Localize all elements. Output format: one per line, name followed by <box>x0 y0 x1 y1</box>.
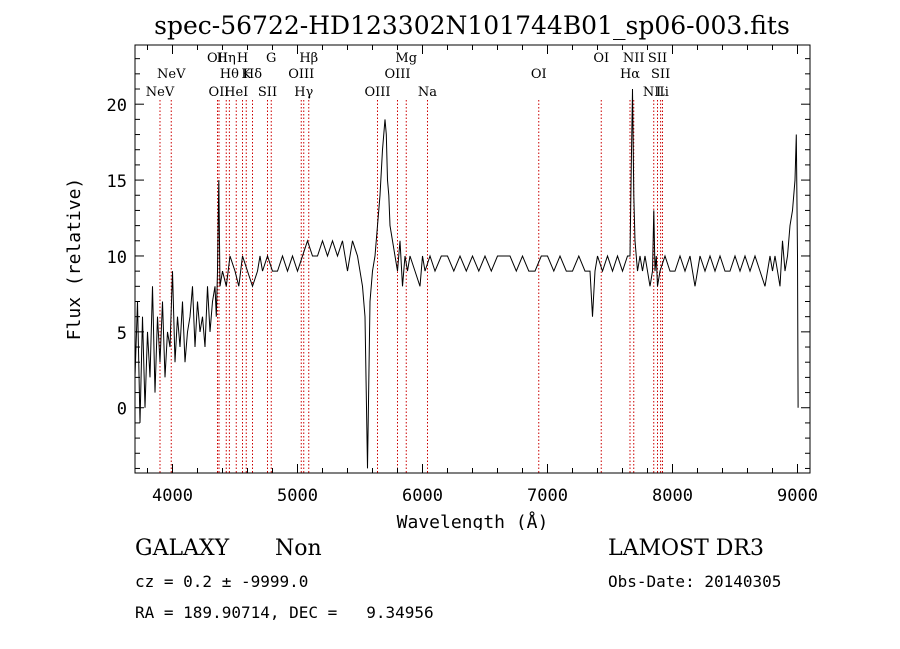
chart-title: spec-56722-HD123302N101744B01_sp06-003.f… <box>154 11 790 40</box>
line-marker-label: SII <box>651 67 670 82</box>
x-tick-label: 6000 <box>402 486 443 506</box>
line-marker-label: SII <box>258 85 277 100</box>
y-tick-label: 10 <box>107 248 127 268</box>
spectrum-chart: spec-56722-HD123302N101744B01_sp06-003.f… <box>64 11 818 530</box>
line-marker-label: NII <box>623 51 645 66</box>
line-marker-label: H <box>237 51 248 66</box>
redshift-line: cz = 0.2 ± -9999.0 <box>135 572 309 591</box>
line-marker-label: Hθ <box>220 67 239 82</box>
line-marker-label: Hα <box>620 67 640 82</box>
line-marker-label: Hδ <box>243 67 262 82</box>
x-tick-label: 9000 <box>777 486 818 506</box>
observation-date: Obs-Date: 20140305 <box>608 572 782 591</box>
emission-line-markers <box>159 100 663 473</box>
line-marker-label: OIII <box>384 67 410 82</box>
line-marker-label: Na <box>418 85 437 100</box>
coordinates-line: RA = 189.90714, DEC = 9.34956 <box>135 603 434 622</box>
line-marker-label: Hβ <box>299 51 318 66</box>
object-subclass: Non <box>275 536 322 561</box>
line-marker-label: OIII <box>288 67 314 82</box>
object-class: GALAXY <box>135 536 230 561</box>
y-axis-ticks: 0 5 10 15 20 <box>107 58 810 469</box>
x-tick-label: 5000 <box>277 486 318 506</box>
y-tick-label: 0 <box>117 400 127 420</box>
y-tick-label: 15 <box>107 172 127 192</box>
x-axis-ticks: 4000 5000 6000 7000 8000 9000 <box>147 45 818 506</box>
y-tick-label: 20 <box>107 96 127 116</box>
line-marker-label: Li <box>656 85 669 100</box>
y-tick-label: 5 <box>117 324 127 344</box>
line-marker-label: SII <box>648 51 667 66</box>
line-marker-label: G <box>266 51 276 66</box>
line-marker-label: OII <box>209 85 230 100</box>
x-tick-label: 4000 <box>152 486 193 506</box>
x-axis-label: Wavelength (Å) <box>397 511 549 530</box>
x-tick-label: 8000 <box>652 486 693 506</box>
line-marker-label: Hη <box>217 51 236 66</box>
spectrum-line <box>134 88 799 469</box>
line-marker-label: HeI <box>224 85 248 100</box>
line-marker-label: OII <box>207 51 228 66</box>
line-marker-label: OI <box>531 67 547 82</box>
survey-name: LAMOST DR3 <box>608 536 764 561</box>
line-marker-label: Mg <box>395 51 417 66</box>
line-marker-label: OIII <box>364 85 390 100</box>
line-marker-label: Hγ <box>294 85 313 100</box>
emission-line-labels: NeVNeVOIIOIIHηHθHeIHKHδSIIGOIIIHγHβOIIIO… <box>146 51 670 100</box>
line-marker-label: OI <box>593 51 609 66</box>
line-marker-label: NII <box>643 85 665 100</box>
line-marker-label: K <box>241 67 251 82</box>
line-marker-label: NeV <box>157 67 186 82</box>
x-tick-label: 7000 <box>527 486 568 506</box>
line-marker-label: NeV <box>146 85 175 100</box>
y-axis-label: Flux (relative) <box>64 178 85 341</box>
